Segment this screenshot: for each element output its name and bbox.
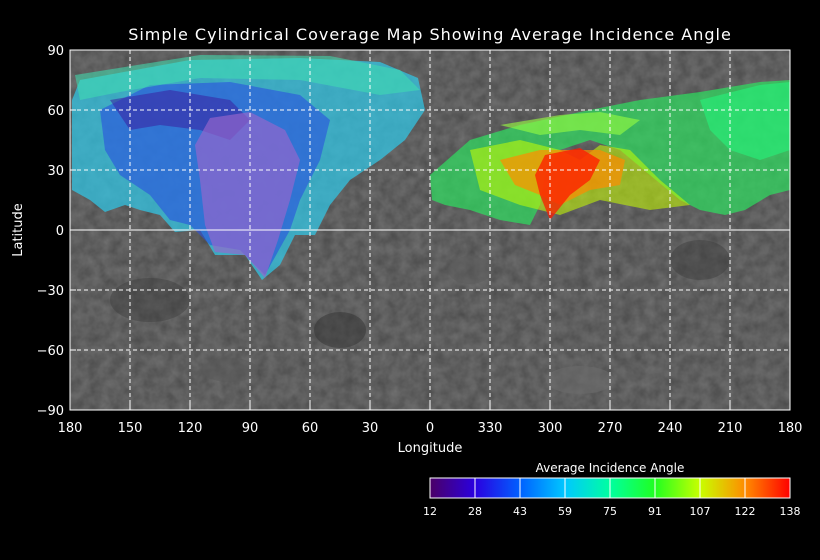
y-tick-label: −60	[37, 344, 64, 359]
x-tick-label: 30	[362, 421, 379, 436]
x-tick-label: 300	[538, 421, 563, 436]
colorbar-title: Average Incidence Angle	[536, 461, 685, 475]
x-tick-label: 0	[426, 421, 434, 436]
y-tick-label: 60	[47, 104, 64, 119]
colorbar-tick-label: 91	[648, 505, 662, 518]
chart-title: Simple Cylindrical Coverage Map Showing …	[128, 25, 732, 44]
y-axis: 90 60 30 0 −30 −60 −90	[37, 44, 76, 419]
graticule-grid	[70, 50, 790, 410]
y-tick-label: −90	[37, 404, 64, 419]
x-tick-label: 330	[478, 421, 503, 436]
colorbar-tick-label: 122	[735, 505, 756, 518]
x-axis-label: Longitude	[398, 441, 463, 456]
x-tick-label: 210	[718, 421, 743, 436]
x-tick-label: 120	[178, 421, 203, 436]
colorbar-tick-label: 107	[690, 505, 711, 518]
x-tick-label: 180	[778, 421, 803, 436]
colorbar-tick-label: 28	[468, 505, 482, 518]
coverage-overlay	[72, 55, 790, 280]
y-tick-label: 90	[47, 44, 64, 59]
colorbar-ticks: 12 28 43 59 75 91 107 122 138	[423, 478, 801, 518]
y-tick-label: 30	[47, 164, 64, 179]
x-tick-label: 150	[118, 421, 143, 436]
colorbar-tick-label: 59	[558, 505, 572, 518]
x-tick-label: 270	[598, 421, 623, 436]
y-tick-label: −30	[37, 284, 64, 299]
x-tick-label: 180	[58, 421, 83, 436]
y-axis-label: Latitude	[11, 203, 26, 257]
colorbar-tick-label: 138	[780, 505, 801, 518]
y-tick-label: 0	[56, 224, 64, 239]
colorbar-tick-label: 12	[423, 505, 437, 518]
colorbar-tick-label: 75	[603, 505, 617, 518]
colorbar-tick-label: 43	[513, 505, 527, 518]
x-axis: 180 150 120 90 60 30 0 330 300 270 240 210 180	[58, 404, 803, 436]
x-tick-label: 90	[242, 421, 259, 436]
x-tick-label: 60	[302, 421, 319, 436]
x-tick-label: 240	[658, 421, 683, 436]
